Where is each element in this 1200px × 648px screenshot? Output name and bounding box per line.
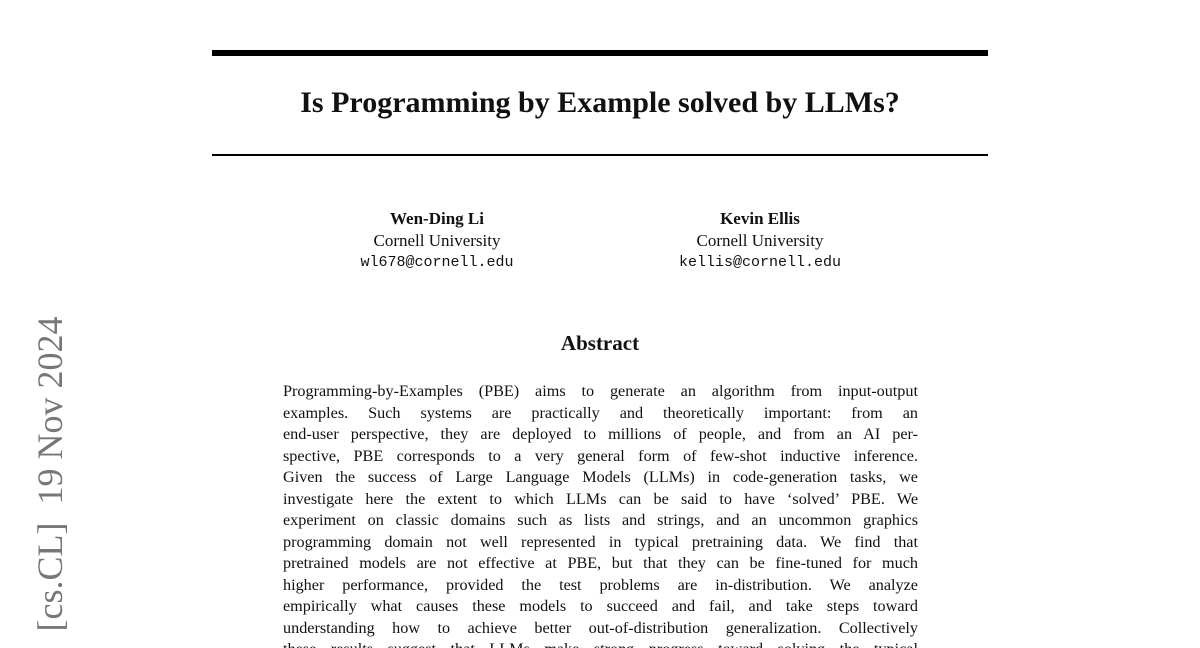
abstract-line: Programming-by-Examples (PBE) aims to ge… <box>283 382 918 400</box>
author: Wen-Ding Li Cornell University wl678@cor… <box>287 208 587 274</box>
abstract-line: experiment on classic domains such as li… <box>283 511 918 529</box>
top-rule <box>212 50 988 56</box>
abstract-heading: Abstract <box>560 331 640 355</box>
abstract-line: these results suggest that LLMs make str… <box>283 639 918 648</box>
author-affiliation: Cornell University <box>696 231 824 250</box>
author-name: Wen-Ding Li <box>390 209 484 228</box>
abstract-line: examples. Such systems are practically a… <box>283 403 918 422</box>
abstract-line: pretrained models are not effective at P… <box>283 554 918 572</box>
abstract-line: understanding how to achieve better out-… <box>283 618 918 637</box>
abstract-line: Given the success of Large Language Mode… <box>283 468 918 486</box>
abstract-line: spective, PBE corresponds to a very gene… <box>283 446 918 465</box>
abstract-line: end-user perspective, they are deployed … <box>283 425 918 443</box>
author-email: wl678@cornell.edu <box>360 254 514 271</box>
abstract-line: higher performance, provided the test pr… <box>283 575 918 594</box>
abstract-line: programming domain not well represented … <box>283 532 918 551</box>
paper-title: Is Programming by Example solved by LLMs… <box>300 86 900 119</box>
author-name: Kevin Ellis <box>720 209 800 228</box>
author-email: kellis@cornell.edu <box>678 254 842 271</box>
author: Kevin Ellis Cornell University kellis@co… <box>610 208 910 274</box>
arxiv-stamp: [cs.CL] 19 Nov 2024 <box>30 316 70 632</box>
abstract-body: Programming-by-Examples (PBE) aims to ge… <box>283 381 918 648</box>
author-affiliation: Cornell University <box>373 231 501 250</box>
title-rule <box>212 154 988 156</box>
abstract-line: investigate here the extent to which LLM… <box>283 489 918 508</box>
abstract-line: empirically what causes these models to … <box>283 597 918 615</box>
